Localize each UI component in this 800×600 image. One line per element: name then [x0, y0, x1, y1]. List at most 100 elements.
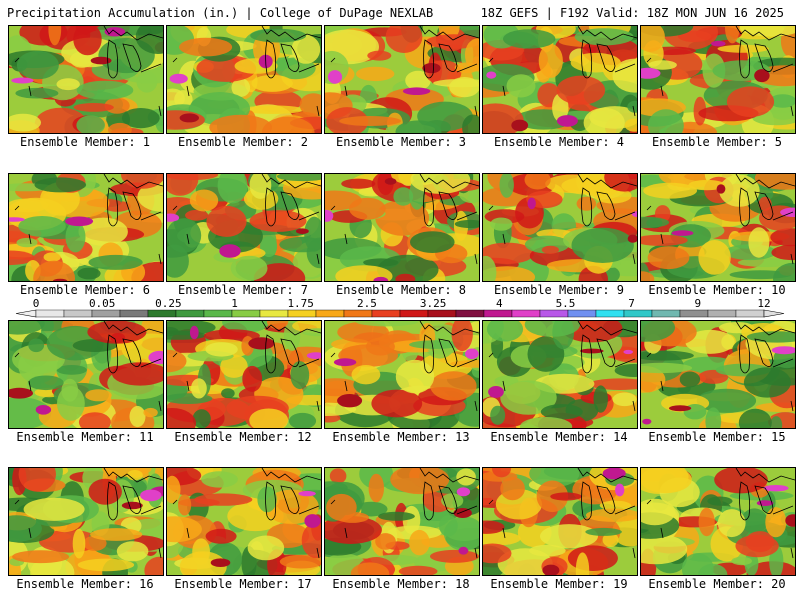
ensemble-member-label: Ensemble Member: 13 — [332, 430, 470, 444]
precip-field-map — [9, 174, 163, 281]
ensemble-member-label: Ensemble Member: 8 — [335, 283, 467, 297]
colorbar-segment — [455, 309, 485, 318]
precip-field-map — [641, 174, 795, 281]
ensemble-member-panel — [8, 467, 164, 576]
colorbar-segment — [567, 309, 597, 318]
ensemble-member-panel — [324, 320, 480, 429]
colorbar-segment — [735, 309, 765, 318]
ensemble-member-panel — [8, 173, 164, 282]
ensemble-member-label: Ensemble Member: 7 — [177, 283, 309, 297]
colorbar-tick-label: 12 — [757, 297, 770, 310]
ensemble-member-label: Ensemble Member: 20 — [648, 577, 786, 591]
colorbar-segment — [35, 309, 65, 318]
colorbar-tick-label: 4 — [496, 297, 503, 310]
colorbar-segment — [231, 309, 261, 318]
colorbar-segment — [511, 309, 541, 318]
ensemble-member-label: Ensemble Member: 4 — [493, 135, 625, 149]
ensemble-member-panel — [8, 320, 164, 429]
colorbar-segment — [595, 309, 625, 318]
colorbar-segment — [91, 309, 121, 318]
ensemble-member-panel — [482, 320, 638, 429]
great-lakes-outline — [330, 468, 479, 559]
ensemble-member-label: Ensemble Member: 15 — [648, 430, 786, 444]
precip-field-map — [325, 174, 479, 281]
precip-field-map — [167, 174, 321, 281]
colorbar-segment — [371, 309, 401, 318]
great-lakes-outline — [488, 321, 637, 412]
ensemble-member-label: Ensemble Member: 5 — [651, 135, 783, 149]
ensemble-member-panel — [640, 320, 796, 429]
ensemble-member-panel — [482, 173, 638, 282]
colorbar-tick-label: 2.5 — [357, 297, 377, 310]
great-lakes-outline — [330, 174, 479, 265]
great-lakes-outline — [172, 468, 321, 559]
ensemble-member-label: Ensemble Member: 3 — [335, 135, 467, 149]
colorbar-segment — [707, 309, 737, 318]
great-lakes-outline — [14, 26, 163, 117]
precip-field-map — [641, 26, 795, 133]
great-lakes-outline — [330, 26, 479, 117]
colorbar-tick-label: 3.25 — [420, 297, 447, 310]
ensemble-member-panel — [166, 25, 322, 134]
precip-field-map — [483, 321, 637, 428]
great-lakes-outline — [172, 26, 321, 117]
great-lakes-outline — [330, 321, 479, 412]
ensemble-member-label: Ensemble Member: 17 — [174, 577, 312, 591]
colorbar-tick-label: 0.25 — [155, 297, 182, 310]
ensemble-member-panel — [166, 173, 322, 282]
precip-field-map — [641, 468, 795, 575]
ensemble-member-panel — [324, 25, 480, 134]
map-title: Precipitation Accumulation (in.) | Colle… — [7, 6, 434, 20]
colorbar-segment — [399, 309, 429, 318]
colorbar-segment — [539, 309, 569, 318]
colorbar-segment — [427, 309, 457, 318]
precip-field-map — [167, 26, 321, 133]
great-lakes-outline — [488, 174, 637, 265]
ensemble-member-label: Ensemble Member: 1 — [19, 135, 151, 149]
great-lakes-outline — [646, 321, 795, 412]
great-lakes-outline — [14, 321, 163, 412]
great-lakes-outline — [14, 468, 163, 559]
ensemble-member-panel — [640, 173, 796, 282]
ensemble-member-label: Ensemble Member: 19 — [490, 577, 628, 591]
colorbar-tick-label: 0.05 — [89, 297, 116, 310]
precip-field-map — [641, 321, 795, 428]
colorbar-segment — [175, 309, 205, 318]
ensemble-member-panel — [8, 25, 164, 134]
precip-field-map — [9, 321, 163, 428]
colorbar-segment — [651, 309, 681, 318]
precip-field-map — [483, 174, 637, 281]
ensemble-member-label: Ensemble Member: 10 — [648, 283, 786, 297]
colorbar-segment — [203, 309, 233, 318]
ensemble-member-label: Ensemble Member: 12 — [174, 430, 312, 444]
colorbar-tick-label: 1.75 — [287, 297, 314, 310]
model-run-info: 18Z GEFS | F192 Valid: 18Z MON JUN 16 20… — [480, 6, 784, 20]
colorbar-segment — [259, 309, 289, 318]
precip-field-map — [167, 321, 321, 428]
ensemble-member-panel — [482, 25, 638, 134]
ensemble-member-panel — [640, 467, 796, 576]
ensemble-member-panel — [482, 467, 638, 576]
ensemble-member-label: Ensemble Member: 6 — [19, 283, 151, 297]
colorbar-tick-label: 7 — [628, 297, 635, 310]
precip-field-map — [325, 321, 479, 428]
great-lakes-outline — [488, 26, 637, 117]
colorbar-tick-label: 1 — [231, 297, 238, 310]
ensemble-member-label: Ensemble Member: 18 — [332, 577, 470, 591]
great-lakes-outline — [488, 468, 637, 559]
colorbar-tick-label: 5.5 — [556, 297, 576, 310]
ensemble-member-label: Ensemble Member: 14 — [490, 430, 628, 444]
ensemble-member-label: Ensemble Member: 9 — [493, 283, 625, 297]
precip-field-map — [325, 468, 479, 575]
great-lakes-outline — [646, 468, 795, 559]
colorbar: 0 0.05 0.25 1 1.75 2.5 3.25 4 5.5 7 9 12 — [0, 296, 800, 320]
colorbar-segment — [623, 309, 653, 318]
precip-field-map — [483, 468, 637, 575]
colorbar-tick-label: 0 — [33, 297, 40, 310]
ensemble-member-label: Ensemble Member: 11 — [16, 430, 154, 444]
colorbar-segment — [483, 309, 513, 318]
colorbar-tick-label: 9 — [694, 297, 701, 310]
ensemble-member-panel — [166, 320, 322, 429]
great-lakes-outline — [14, 174, 163, 265]
ensemble-member-panel — [640, 25, 796, 134]
